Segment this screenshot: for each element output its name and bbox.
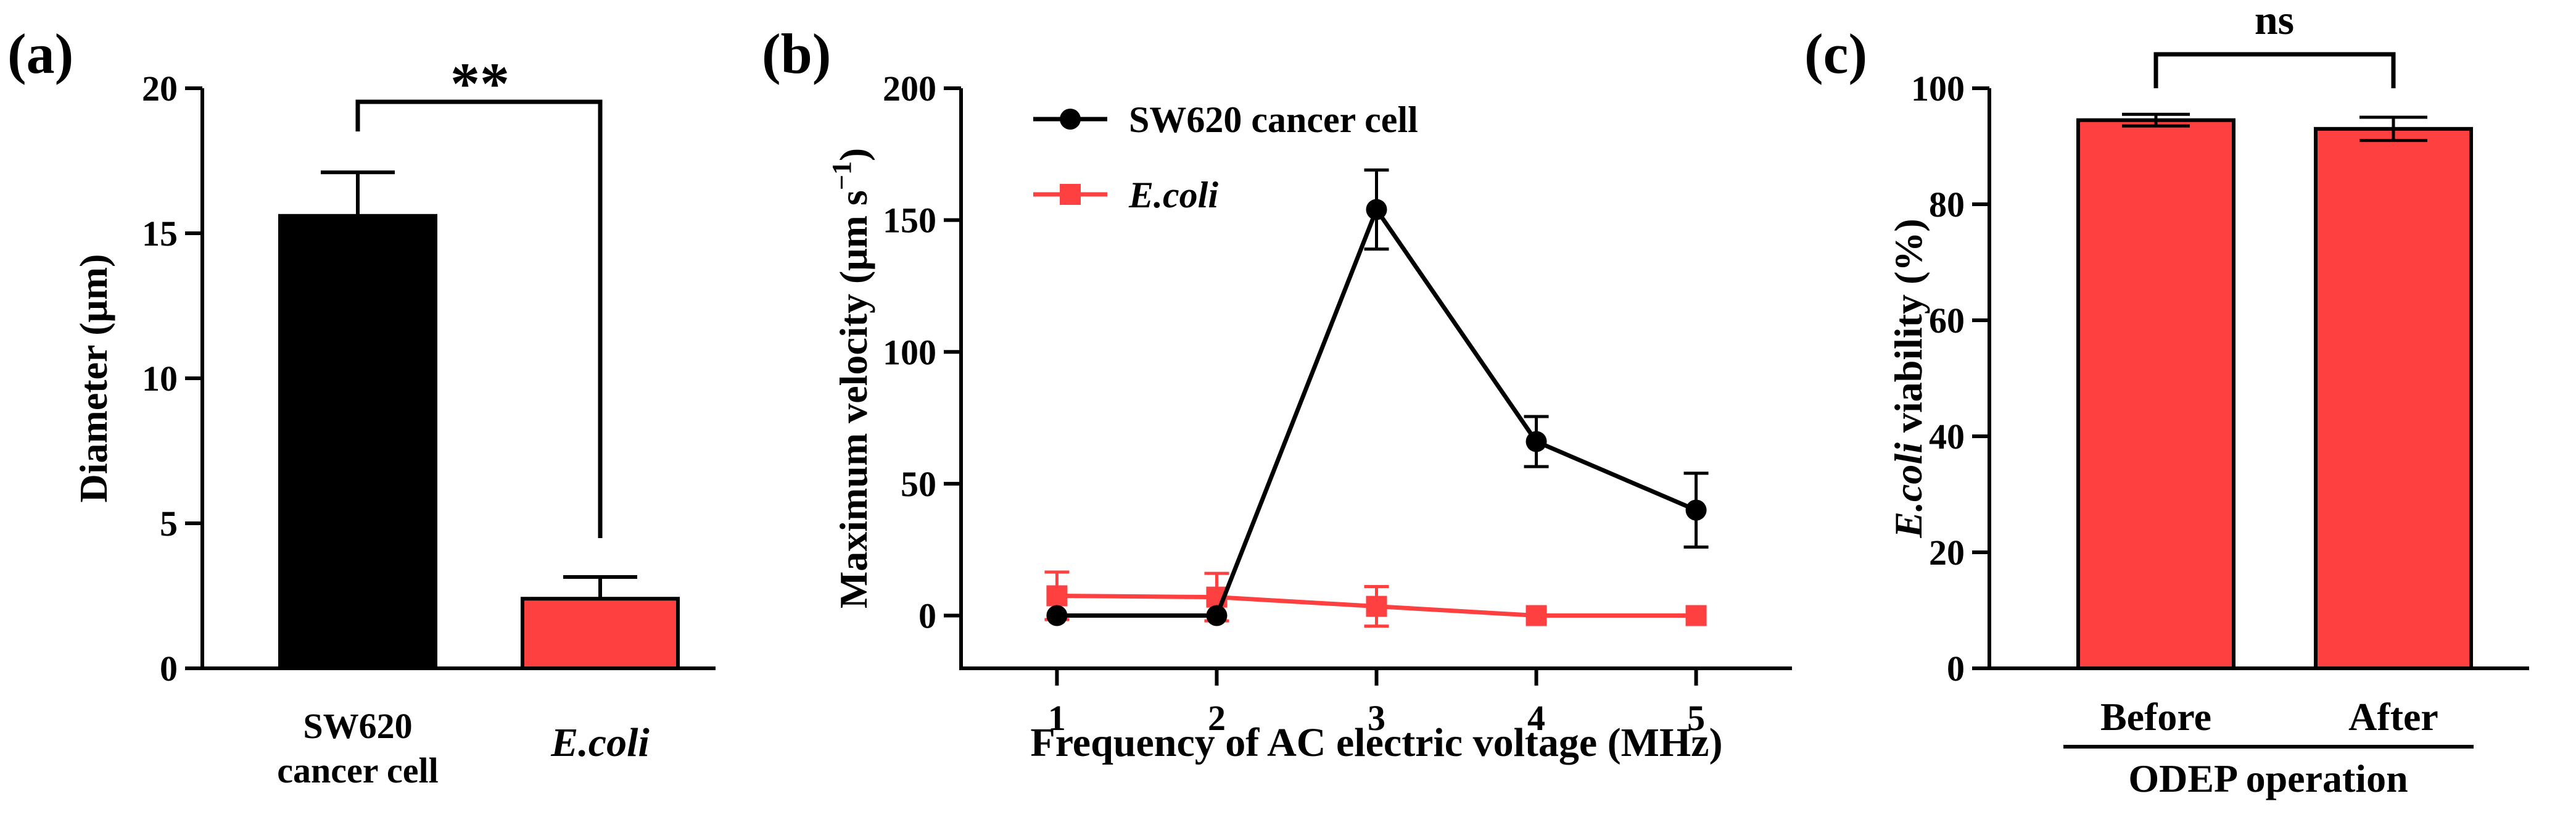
significance-bracket-a — [355, 99, 603, 538]
y-axis-label-c: E.coli viability (%) — [1886, 218, 1930, 538]
x-label-a-0-line1: SW620 — [303, 706, 412, 746]
x-tick-label-b: 2 — [1208, 698, 1226, 738]
x-label-c-0: Before — [2100, 695, 2211, 739]
y-axis-label-a: Diameter (μm) — [72, 254, 115, 503]
y-tick-label-a: 20 — [142, 68, 178, 109]
bar-c-1 — [2314, 127, 2473, 671]
y-tick-label-b: 50 — [901, 464, 936, 504]
panel-label-a: (a) — [7, 22, 73, 85]
point-b-0-1 — [1206, 605, 1228, 626]
y-tick-label-a: 0 — [160, 649, 178, 689]
y-tick-label-c: 40 — [1929, 417, 1965, 457]
point-b-1-4 — [1685, 605, 1707, 626]
x-axis-label-b: Frequency of AC electric voltage (MHz) — [1030, 720, 1722, 765]
y-tick-label-b: 100 — [883, 332, 936, 372]
x-tick-label-b: 1 — [1048, 698, 1066, 738]
x-label-c-1: After — [2348, 695, 2438, 739]
y-tick-label-c: 20 — [1929, 533, 1965, 573]
significance-label-c: ns — [2255, 0, 2294, 43]
y-tick-label-a: 5 — [160, 504, 178, 544]
y-tick-label-c: 100 — [1911, 68, 1965, 109]
x-tick-label-b: 5 — [1687, 698, 1705, 738]
x-label-a-1: E.coli — [550, 720, 650, 765]
point-b-1-2 — [1366, 596, 1387, 617]
point-b-0-3 — [1525, 431, 1547, 452]
point-b-0-2 — [1366, 199, 1387, 220]
legend-marker-1 — [1060, 184, 1081, 205]
x-tick-label-b: 4 — [1527, 698, 1545, 738]
y-tick-label-c: 60 — [1929, 301, 1965, 341]
y-tick-label-a: 15 — [142, 214, 178, 254]
significance-label-a: ** — [450, 51, 510, 117]
group-label-c: ODEP operation — [2128, 757, 2408, 800]
point-b-0-0 — [1046, 605, 1068, 626]
y-axis-label-b: Maximum velocity (μm s−1) — [827, 148, 875, 608]
bar-a-1 — [521, 597, 680, 671]
bar-a-0 — [278, 214, 437, 670]
point-b-1-0 — [1046, 585, 1068, 607]
point-b-1-3 — [1525, 605, 1547, 626]
series-line-0 — [1057, 205, 1697, 618]
chart-c-viability: 0 20 40 60 80 100 E.coli viability (%) Before Af… — [1886, 0, 2529, 800]
bar-c-0 — [2076, 118, 2235, 670]
legend-marker-0 — [1060, 109, 1081, 130]
panel-label-c: (c) — [1804, 22, 1867, 85]
y-tick-label-b: 150 — [883, 201, 936, 241]
y-tick-label-c: 0 — [1947, 649, 1965, 689]
point-b-0-4 — [1685, 499, 1707, 521]
legend-label-1: E.coli — [1128, 175, 1218, 215]
y-tick-label-a: 10 — [142, 359, 178, 399]
y-tick-label-b: 0 — [919, 596, 936, 636]
y-tick-label-c: 80 — [1929, 185, 1965, 225]
panel-label-b: (b) — [762, 22, 831, 85]
y-tick-label-b: 200 — [883, 68, 936, 109]
x-tick-label-b: 3 — [1368, 698, 1385, 738]
x-label-a-0-line2: cancer cell — [277, 750, 438, 791]
significance-bracket-c — [2153, 52, 2396, 88]
legend-label-0: SW620 cancer cell — [1129, 99, 1418, 140]
